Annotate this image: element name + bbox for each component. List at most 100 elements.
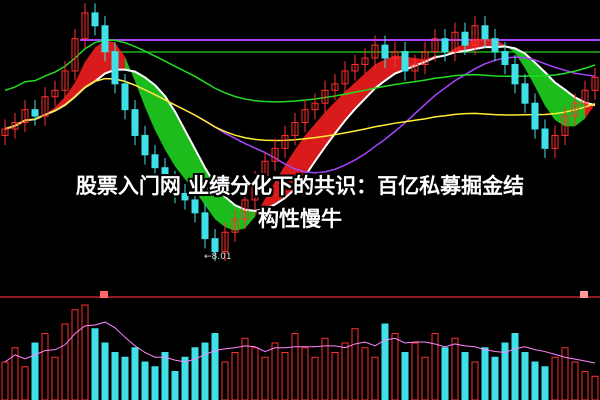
volume-bar bbox=[111, 352, 119, 400]
volume-bar bbox=[281, 352, 289, 400]
volume-bar bbox=[351, 328, 359, 400]
volume-bar bbox=[131, 347, 139, 400]
candle-body bbox=[561, 115, 569, 136]
candle-body bbox=[551, 134, 559, 149]
candle-body bbox=[111, 51, 119, 85]
candle-body bbox=[121, 83, 129, 111]
volume-bar bbox=[521, 352, 529, 400]
volume-bar bbox=[181, 356, 189, 400]
volume-bar bbox=[441, 347, 449, 400]
candle-body bbox=[101, 25, 109, 53]
candle-body bbox=[151, 154, 159, 169]
ma-band-segment bbox=[525, 53, 535, 87]
volume-bar bbox=[321, 337, 329, 400]
ma-band-segment bbox=[275, 165, 285, 205]
candle-body bbox=[321, 89, 329, 104]
volume-bar bbox=[241, 337, 249, 400]
volume-bar bbox=[411, 342, 419, 400]
volume-bar bbox=[371, 356, 379, 400]
volume-bar bbox=[211, 333, 219, 400]
headline-line-1: 股票入门网 业绩分化下的共识：百亿私募掘金结 bbox=[75, 174, 525, 198]
volume-bar bbox=[511, 333, 519, 400]
volume-bar bbox=[431, 333, 439, 400]
ma-band-segment bbox=[375, 59, 385, 89]
candle-body bbox=[381, 44, 389, 59]
candle-body bbox=[481, 25, 489, 40]
candle-body bbox=[11, 122, 19, 130]
volume-bar bbox=[41, 333, 49, 400]
volume-bar bbox=[461, 352, 469, 400]
volume-bar bbox=[201, 342, 209, 400]
candle-body bbox=[501, 51, 509, 65]
ma-band-segment bbox=[75, 61, 85, 97]
volume-bar bbox=[501, 342, 509, 400]
ma-band-segment bbox=[535, 62, 545, 106]
candle-body bbox=[161, 167, 169, 182]
volume-bar bbox=[171, 371, 179, 400]
volume-bar bbox=[541, 366, 549, 400]
candle-body bbox=[461, 31, 469, 46]
volume-ma-line bbox=[4, 321, 596, 364]
volume-bar bbox=[71, 309, 79, 400]
candle-body bbox=[81, 12, 89, 40]
volume-bar bbox=[91, 328, 99, 400]
volume-bar bbox=[141, 361, 149, 400]
candle-body bbox=[211, 238, 219, 253]
candle-body bbox=[131, 109, 139, 136]
candle-body bbox=[391, 51, 399, 59]
volume-bar bbox=[481, 347, 489, 400]
volume-bar bbox=[31, 342, 39, 400]
ma-band-segment bbox=[85, 47, 95, 88]
volume-bar bbox=[151, 366, 159, 400]
ma-band-segment bbox=[265, 181, 275, 209]
candle-body bbox=[221, 231, 229, 253]
ma-band-segment bbox=[255, 198, 265, 217]
volume-bar bbox=[331, 352, 339, 400]
candle-body bbox=[21, 109, 29, 124]
candle-body bbox=[411, 64, 419, 72]
volume-bar bbox=[551, 356, 559, 400]
candle-body bbox=[341, 70, 349, 85]
volume-bar bbox=[311, 356, 319, 400]
candle-body bbox=[41, 96, 49, 117]
volume-bar bbox=[591, 375, 599, 400]
candle-body bbox=[201, 212, 209, 240]
volume-bar bbox=[61, 323, 69, 400]
candle-body bbox=[291, 122, 299, 136]
candle-body bbox=[591, 76, 599, 91]
candle-body bbox=[541, 128, 549, 149]
volume-bar bbox=[341, 342, 349, 400]
volume-bar bbox=[191, 347, 199, 400]
candle-body bbox=[431, 38, 439, 53]
volume-bar bbox=[471, 361, 479, 400]
volume-bar bbox=[451, 337, 459, 400]
candle-body bbox=[171, 180, 179, 195]
candle-body bbox=[31, 109, 39, 117]
candle-body bbox=[311, 102, 319, 111]
volume-bar bbox=[11, 347, 19, 400]
volume-bar bbox=[581, 371, 589, 400]
volume-bar bbox=[491, 356, 499, 400]
volume-bar bbox=[291, 333, 299, 400]
candle-body bbox=[521, 83, 529, 104]
volume-bar bbox=[161, 352, 169, 400]
volume-bar bbox=[251, 347, 259, 400]
candle-body bbox=[141, 134, 149, 156]
ma-band-segment bbox=[305, 123, 315, 177]
candle-body bbox=[371, 44, 379, 59]
candle-body bbox=[361, 57, 369, 65]
ma-band-segment bbox=[545, 72, 555, 120]
candle-body bbox=[1, 128, 9, 136]
candle-body bbox=[401, 51, 409, 72]
ma-band-segment bbox=[285, 149, 295, 199]
candle-body bbox=[351, 64, 359, 72]
ma-band-segment bbox=[135, 71, 145, 108]
candle-body bbox=[451, 31, 459, 53]
panel-marker-left bbox=[100, 291, 108, 298]
ma-band-segment bbox=[65, 82, 75, 106]
volume-bar bbox=[121, 356, 129, 400]
candle-body bbox=[61, 70, 69, 91]
volume-bar bbox=[51, 356, 59, 400]
ma-band-segment bbox=[55, 96, 65, 111]
